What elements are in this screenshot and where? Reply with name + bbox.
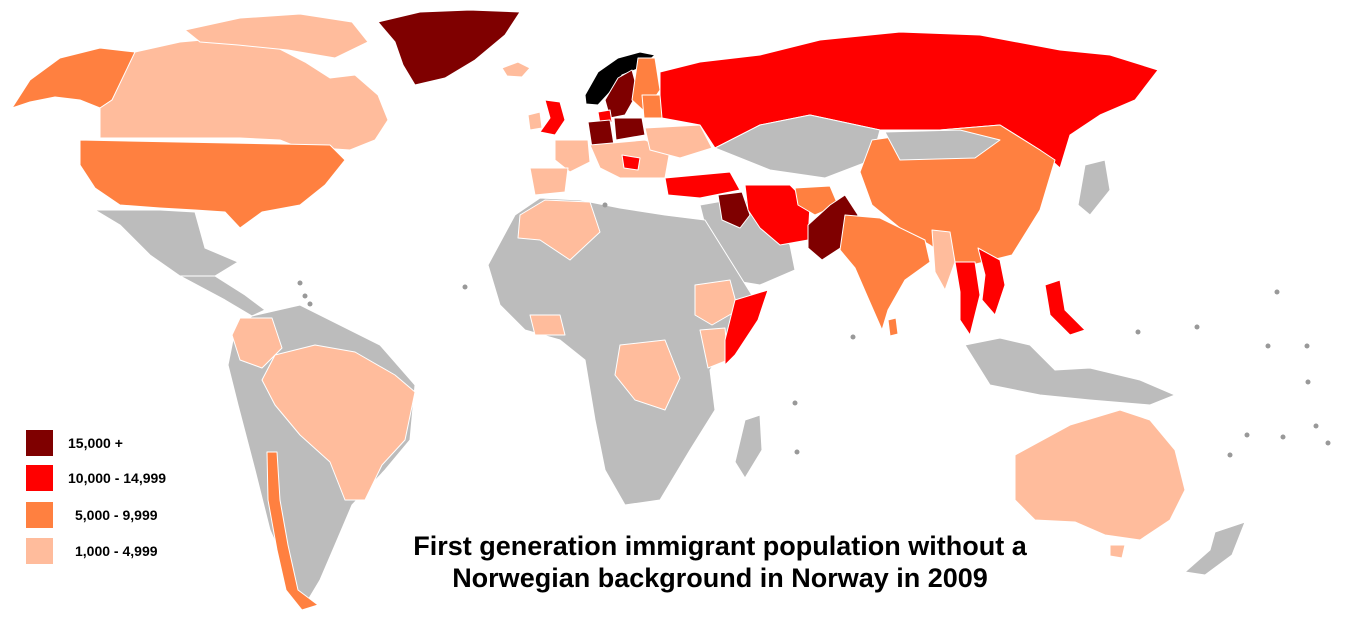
country-canada-arctic-islands: [184, 13, 369, 59]
legend-item: 5,000 - 9,999: [26, 500, 246, 530]
country-poland: [613, 117, 646, 141]
country-united-kingdom: [539, 99, 566, 136]
country-chile: [266, 451, 319, 611]
region-baltic-states: [641, 94, 663, 119]
region-maritime-southeast-asia: [964, 337, 1176, 406]
country-ukraine: [644, 124, 713, 159]
legend-label: 5,000 - 9,999: [75, 507, 158, 523]
country-greenland: [377, 9, 521, 86]
legend-label: 15,000 +: [68, 435, 123, 451]
country-new-zealand: [1184, 521, 1246, 576]
country-mongolia: [884, 129, 1001, 161]
country-dr-congo: [614, 339, 681, 411]
region-west-africa: [529, 314, 566, 336]
region-central-america-caribbean: [179, 275, 266, 317]
legend-item: 10,000 - 14,999: [26, 463, 246, 493]
country-india: [839, 214, 931, 331]
legend-item: 15,000 +: [26, 428, 246, 458]
legend-swatch: [26, 465, 53, 491]
country-ethiopia: [694, 279, 739, 326]
map-title: First generation immigrant population wi…: [330, 530, 1110, 594]
country-tasmania: [1109, 544, 1126, 559]
country-iraq: [717, 191, 751, 229]
country-thailand: [954, 261, 981, 336]
legend-item: 1,000 - 4,999: [26, 536, 246, 566]
country-australia: [1014, 409, 1186, 541]
country-iran: [744, 184, 811, 246]
region-former-yugoslavia: [621, 154, 641, 171]
country-mexico: [94, 209, 239, 277]
map-title-line-2: Norwegian background in Norway in 2009: [452, 563, 988, 593]
country-brazil: [261, 344, 416, 501]
country-sri-lanka: [887, 317, 899, 337]
country-usa: [79, 139, 346, 229]
country-philippines: [1044, 279, 1086, 336]
legend-label: 1,000 - 4,999: [75, 543, 158, 559]
country-russia: [659, 31, 1159, 169]
country-somalia: [724, 289, 769, 366]
country-spain: [529, 167, 569, 196]
legend-label: 10,000 - 14,999: [68, 470, 167, 486]
country-iceland: [501, 61, 531, 78]
country-colombia: [231, 317, 283, 369]
legend-swatch: [26, 430, 53, 456]
country-turkey: [664, 171, 741, 199]
country-japan: [1077, 159, 1111, 216]
legend-swatch: [26, 502, 53, 528]
map-legend: 15,000 + 10,000 - 14,999 5,000 - 9,999 1…: [26, 428, 246, 568]
legend-swatch: [26, 538, 53, 564]
country-madagascar: [734, 414, 763, 479]
country-myanmar: [931, 229, 956, 291]
country-france: [554, 139, 591, 173]
country-morocco-algeria: [517, 199, 601, 261]
country-ireland: [527, 111, 543, 131]
country-vietnam: [977, 247, 1006, 316]
country-canada: [99, 37, 389, 151]
map-title-line-1: First generation immigrant population wi…: [413, 531, 1027, 561]
